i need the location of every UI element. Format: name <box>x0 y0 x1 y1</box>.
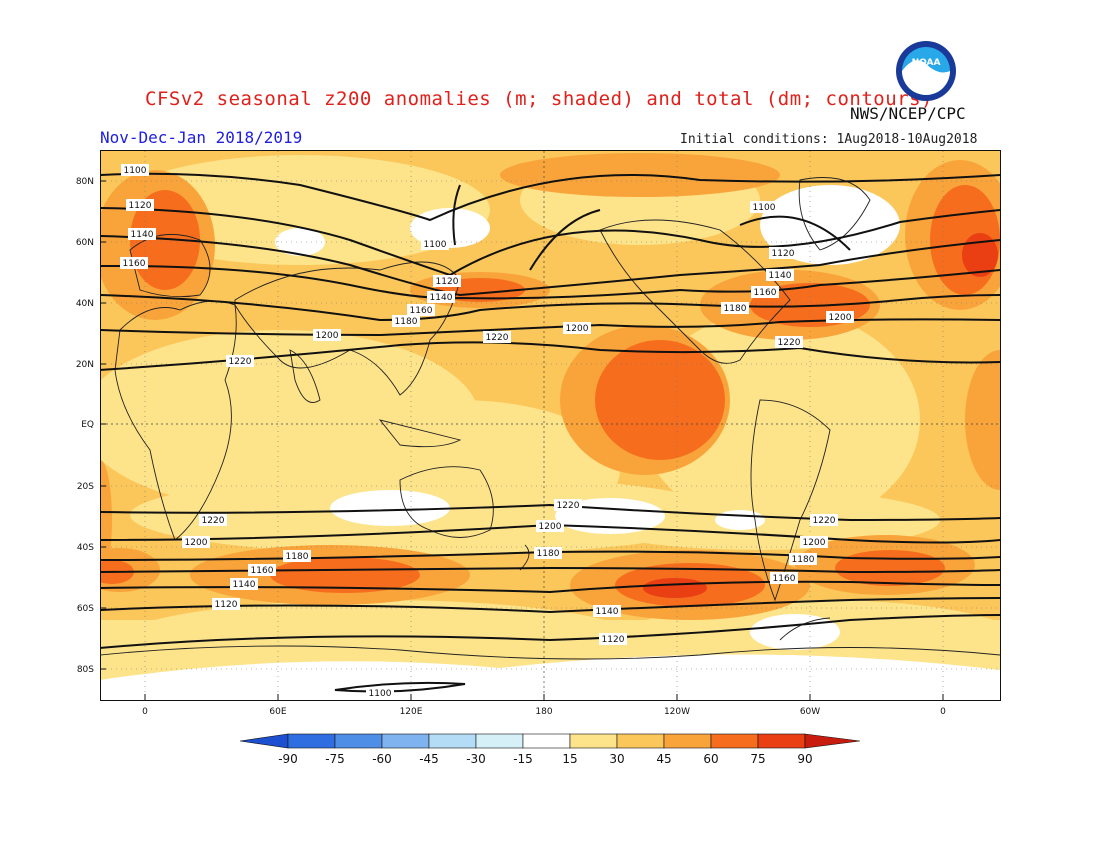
contour-label: 1220 <box>813 516 836 526</box>
contour-label: 1120 <box>602 635 625 645</box>
lon-label: 0 <box>940 707 946 717</box>
contour-label: 1140 <box>430 293 453 303</box>
contour-label: 1160 <box>123 259 146 269</box>
colorbar-label: 30 <box>609 752 624 766</box>
contour-label: 1160 <box>773 574 796 584</box>
lon-label: 120W <box>664 707 690 717</box>
colorbar-cell <box>663 733 712 749</box>
contour-label: 1160 <box>410 306 433 316</box>
contour-label: 1120 <box>215 600 238 610</box>
contour-label: 1220 <box>229 357 252 367</box>
latitude-labels: 80N 60N 40N 20N EQ 20S 40S 60S 80S <box>76 177 94 675</box>
lat-label: 20N <box>76 360 94 370</box>
colorbar-cell <box>287 733 336 749</box>
colorbar-label: -45 <box>419 752 439 766</box>
contour-label: 1100 <box>124 166 147 176</box>
noaa-logo-text: NOAA <box>912 58 941 68</box>
agency-label: NWS/NCEP/CPC <box>850 104 966 123</box>
colorbar-label: 45 <box>656 752 671 766</box>
colorbar-label: -30 <box>466 752 486 766</box>
contour-label: 1200 <box>185 538 208 548</box>
contour-label: 1220 <box>778 338 801 348</box>
colorbar-cell <box>757 733 806 749</box>
lon-label: 60W <box>800 707 820 717</box>
lat-label: 60S <box>77 604 94 614</box>
colorbar-label: -90 <box>278 752 298 766</box>
contour-label: 1220 <box>202 516 225 526</box>
contour-label: 1100 <box>424 240 447 250</box>
lon-label: 60E <box>269 707 286 717</box>
lat-label: 20S <box>77 482 94 492</box>
contour-label: 1140 <box>596 607 619 617</box>
initial-conditions-label: Initial conditions: 1Aug2018-10Aug2018 <box>680 132 978 147</box>
lon-label: 120E <box>400 707 423 717</box>
gridlines <box>101 151 1000 700</box>
period-label: Nov-Dec-Jan 2018/2019 <box>100 128 303 147</box>
lon-label: 180 <box>535 707 552 717</box>
contour-label: 1180 <box>395 317 418 327</box>
colorbar-arrow-low <box>239 733 289 749</box>
map-frame <box>100 150 1001 701</box>
noaa-logo: NOAA <box>896 41 956 101</box>
colorbar-cell <box>616 733 665 749</box>
contour-lines <box>101 172 1000 693</box>
contour-label: 1180 <box>537 549 560 559</box>
lat-label: 80N <box>76 177 94 187</box>
contour-label: 1200 <box>316 331 339 341</box>
colorbar-cell <box>522 733 571 749</box>
contour-label: 1220 <box>557 501 580 511</box>
lat-label: EQ <box>81 420 94 430</box>
colorbar-cell <box>475 733 524 749</box>
contour-label: 1140 <box>131 230 154 240</box>
contour-label: 1200 <box>803 538 826 548</box>
colorbar-label: 90 <box>797 752 812 766</box>
colorbar-label: 60 <box>703 752 718 766</box>
contour-label: 1160 <box>754 288 777 298</box>
coastlines <box>101 177 1000 660</box>
lat-label: 60N <box>76 238 94 248</box>
lat-label: 40S <box>77 543 94 553</box>
colorbar-cell <box>428 733 477 749</box>
contour-label: 1200 <box>829 313 852 323</box>
longitude-labels: 0 60E 120E 180 120W 60W 0 <box>142 707 946 717</box>
contour-label: 1140 <box>233 580 256 590</box>
colorbar-label: 75 <box>750 752 765 766</box>
contour-label: 1120 <box>772 249 795 259</box>
contour-label: 1160 <box>251 566 274 576</box>
lat-label: 80S <box>77 665 94 675</box>
contour-label: 1180 <box>792 555 815 565</box>
colorbar-label: -75 <box>325 752 345 766</box>
lon-label: 0 <box>142 707 148 717</box>
contour-label: 1180 <box>286 552 309 562</box>
contour-label: 1200 <box>539 522 562 532</box>
colorbar: -90 -75 -60 -45 -30 -15 15 30 45 60 75 9… <box>239 733 861 766</box>
colorbar-cell <box>710 733 759 749</box>
contour-label: 1100 <box>753 203 776 213</box>
colorbar-label: -60 <box>372 752 392 766</box>
colorbar-label: -15 <box>513 752 533 766</box>
contour-label: 1200 <box>566 324 589 334</box>
contour-label: 1100 <box>369 689 392 699</box>
colorbar-cell <box>381 733 430 749</box>
contour-label: 1120 <box>436 277 459 287</box>
contour-label: 1140 <box>769 271 792 281</box>
colorbar-label: 15 <box>562 752 577 766</box>
contour-label: 1120 <box>129 201 152 211</box>
colorbar-cell <box>334 733 383 749</box>
contour-label: 1220 <box>486 333 509 343</box>
contour-label: 1180 <box>724 304 747 314</box>
contour-labels: 1100 1120 1140 1160 1200 1220 1100 1120 … <box>120 164 854 699</box>
map-title: CFSv2 seasonal z200 anomalies (m; shaded… <box>145 88 933 110</box>
colorbar-cell <box>569 733 618 749</box>
lat-label: 40N <box>76 299 94 309</box>
colorbar-arrow-high <box>804 733 861 749</box>
